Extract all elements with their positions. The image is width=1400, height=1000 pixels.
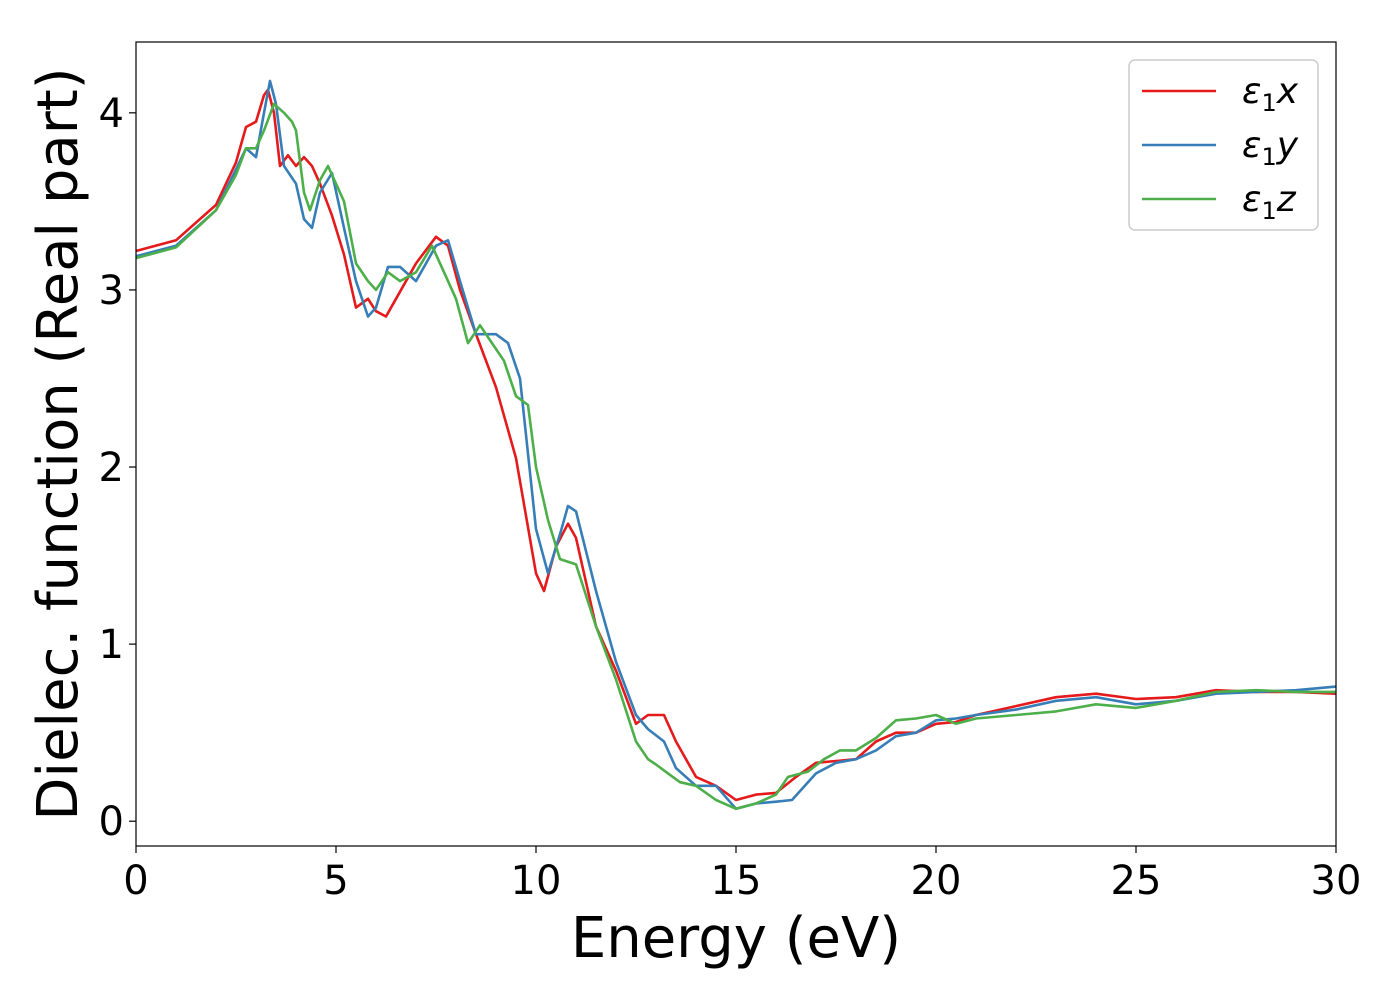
series-layer — [135, 79, 1337, 811]
y-tick-label: 2 — [99, 445, 124, 491]
x-tick-label: 5 — [323, 858, 348, 904]
legend-label-z: ε1z — [1242, 179, 1297, 225]
y-tick-label: 1 — [99, 622, 124, 668]
y-axis-label: Dielec. function (Real part) — [26, 67, 91, 820]
x-tick-label: 10 — [511, 858, 562, 904]
x-tick-label: 0 — [123, 858, 148, 904]
legend-label-x: ε1x — [1242, 71, 1299, 117]
x-tick-label: 25 — [1111, 858, 1162, 904]
y-tick-label: 0 — [99, 799, 124, 845]
series-line-z — [135, 102, 1336, 811]
y-tick-label: 3 — [99, 268, 124, 314]
x-axis-label: Energy (eV) — [571, 906, 901, 971]
series-line-x — [135, 88, 1337, 802]
y-tick-label: 4 — [99, 91, 124, 137]
plot-frame — [135, 41, 1337, 847]
x-tick-label: 15 — [711, 858, 762, 904]
x-tick-label: 20 — [911, 858, 962, 904]
legend-label-y: ε1y — [1242, 125, 1299, 171]
legend: ε1x ε1y ε1z — [1128, 59, 1319, 231]
ticks-layer: 0 5 10 15 20 25 30 0 1 2 3 4 — [99, 91, 1362, 904]
x-tick-label: 30 — [1311, 858, 1362, 904]
legend-box — [1128, 59, 1319, 231]
